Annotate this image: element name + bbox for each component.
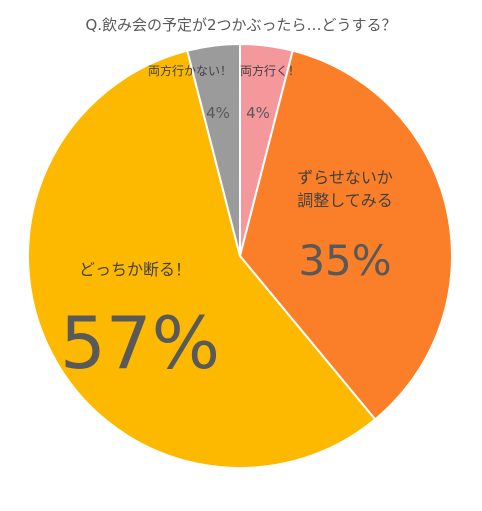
slice-label-decline-one: どっちか断る！ bbox=[79, 260, 191, 279]
pie-slice-both-skip bbox=[186, 42, 241, 257]
chart-title: Q.飲み会の予定が2つかぶったら…どうする？ bbox=[85, 16, 397, 34]
slice-value-reschedule: 35% bbox=[298, 236, 391, 285]
slice-label-both-skip: 両方行かない！ bbox=[148, 63, 232, 78]
slice-value-decline-one: 57% bbox=[60, 301, 220, 385]
slice-label-both-go: 両方行く！ bbox=[240, 63, 300, 78]
slice-value-both-go: 4% bbox=[246, 104, 270, 122]
pie-slice-reschedule bbox=[238, 49, 453, 421]
slice-label-reschedule: ずらせないか調整してみる bbox=[297, 168, 393, 210]
slice-value-both-skip: 4% bbox=[206, 104, 230, 122]
pie-slice-decline-one bbox=[27, 49, 377, 469]
